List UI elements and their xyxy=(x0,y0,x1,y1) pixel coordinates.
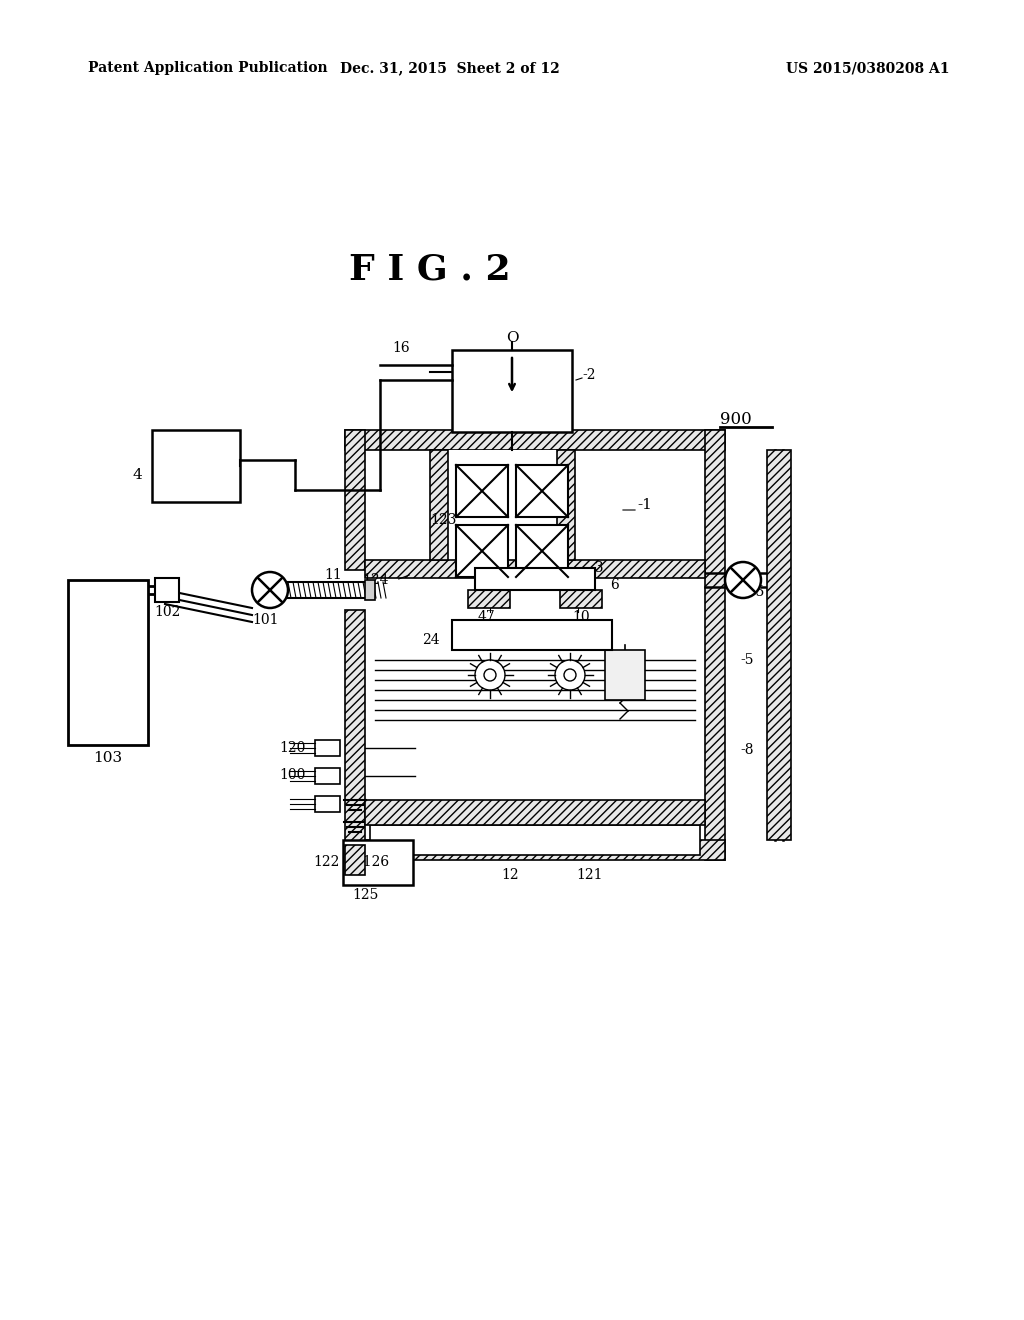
Bar xyxy=(152,430,240,502)
Text: 6: 6 xyxy=(610,578,618,591)
Bar xyxy=(475,568,595,590)
Circle shape xyxy=(725,562,761,598)
Circle shape xyxy=(252,572,288,609)
Bar xyxy=(456,465,508,517)
Text: -15: -15 xyxy=(742,585,764,599)
Text: -2: -2 xyxy=(582,368,596,381)
Text: 124: 124 xyxy=(362,573,388,587)
Text: 125: 125 xyxy=(352,888,378,902)
Text: 103: 103 xyxy=(93,751,123,766)
Text: 10: 10 xyxy=(572,610,590,624)
Bar xyxy=(605,649,645,700)
Text: 4: 4 xyxy=(132,469,142,482)
Bar xyxy=(456,525,508,577)
Bar xyxy=(365,450,705,840)
Bar xyxy=(767,450,791,840)
Text: -5: -5 xyxy=(740,653,754,667)
Circle shape xyxy=(484,669,496,681)
Bar xyxy=(315,796,340,812)
Text: 900: 900 xyxy=(720,412,752,429)
Bar xyxy=(365,579,375,601)
Bar xyxy=(315,768,340,784)
Text: O: O xyxy=(506,331,518,345)
Bar xyxy=(468,590,510,609)
Text: 121: 121 xyxy=(577,869,603,882)
Circle shape xyxy=(475,660,505,690)
Text: -1: -1 xyxy=(637,498,652,512)
Circle shape xyxy=(564,669,575,681)
Bar xyxy=(68,579,148,744)
Bar xyxy=(557,450,575,560)
Text: F I G . 2: F I G . 2 xyxy=(349,253,511,286)
Text: Dec. 31, 2015  Sheet 2 of 12: Dec. 31, 2015 Sheet 2 of 12 xyxy=(340,61,560,75)
Text: -3: -3 xyxy=(590,561,603,576)
Bar xyxy=(449,450,557,560)
Text: 123: 123 xyxy=(430,513,457,527)
Bar xyxy=(315,741,340,756)
Text: 122: 122 xyxy=(313,855,340,869)
Bar xyxy=(430,450,449,560)
Text: 12: 12 xyxy=(501,869,519,882)
Bar xyxy=(345,430,725,450)
Bar xyxy=(365,560,705,578)
Bar xyxy=(345,840,725,861)
Bar xyxy=(345,430,365,570)
Text: 102: 102 xyxy=(154,605,180,619)
Text: US 2015/0380208 A1: US 2015/0380208 A1 xyxy=(786,61,950,75)
Bar xyxy=(560,590,602,609)
Bar xyxy=(516,465,568,517)
Bar xyxy=(365,800,705,825)
Bar xyxy=(370,825,700,855)
Text: 101: 101 xyxy=(253,612,280,627)
Bar xyxy=(452,350,572,432)
Text: -8: -8 xyxy=(740,743,754,756)
Text: 47: 47 xyxy=(478,610,496,624)
Text: 120: 120 xyxy=(280,741,306,755)
Bar xyxy=(155,578,179,602)
Bar xyxy=(705,430,725,861)
Bar xyxy=(452,620,612,649)
Text: 16: 16 xyxy=(392,341,410,355)
Bar xyxy=(516,525,568,577)
Text: 11: 11 xyxy=(325,568,342,582)
Circle shape xyxy=(555,660,585,690)
Text: -7: -7 xyxy=(742,565,756,579)
Bar xyxy=(345,610,365,861)
Bar xyxy=(343,840,413,884)
Text: Patent Application Publication: Patent Application Publication xyxy=(88,61,328,75)
Text: -126: -126 xyxy=(358,855,389,869)
Bar xyxy=(345,845,365,875)
Text: 100: 100 xyxy=(280,768,306,781)
Text: 24: 24 xyxy=(422,634,440,647)
